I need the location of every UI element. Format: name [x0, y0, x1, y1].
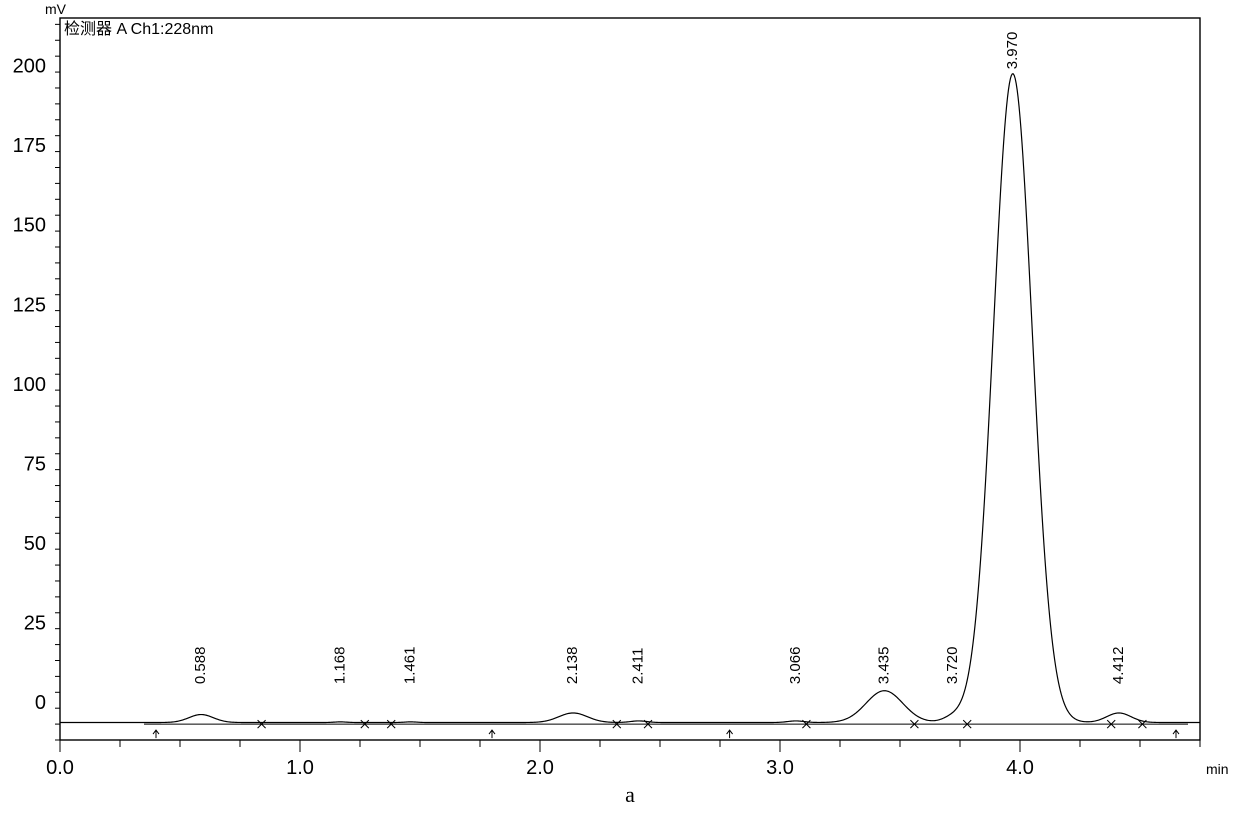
x-tick-label: 0.0 — [46, 757, 74, 779]
integration-start-arrow — [727, 730, 733, 738]
x-tick-label: 4.0 — [1006, 757, 1034, 779]
x-tick-label: 2.0 — [526, 757, 554, 779]
y-tick-label: 125 — [13, 294, 46, 316]
y-tick-label: 0 — [35, 692, 46, 714]
peak-label: 4.412 — [1110, 647, 1127, 685]
peak-label: 3.970 — [1004, 32, 1021, 70]
peak-label: 1.168 — [331, 647, 348, 685]
y-tick-label: 75 — [24, 453, 46, 475]
y-unit-label: mV — [45, 1, 67, 17]
x-tick-label: 3.0 — [766, 757, 794, 779]
y-tick-label: 200 — [13, 56, 46, 78]
y-tick-label: 25 — [24, 612, 46, 634]
x-unit-label: min — [1206, 761, 1229, 777]
peak-label: 3.720 — [944, 647, 961, 685]
chromatogram-svg: 0 25 50 75 100 125 150 175 200 0.0 1.0 2.0 3.0 4.0 mV m… — [0, 0, 1239, 825]
y-tick-label: 100 — [13, 374, 46, 396]
y-tick-label: 175 — [13, 135, 46, 157]
y-tick-label: 50 — [24, 533, 46, 555]
detector-label: 检测器 A Ch1:228nm — [64, 20, 213, 38]
y-tick-label: 150 — [13, 215, 46, 237]
x-tick-label: 1.0 — [286, 757, 314, 779]
chromatogram-container: 0 25 50 75 100 125 150 175 200 0.0 1.0 2.0 3.0 4.0 mV m… — [0, 0, 1239, 825]
peak-label: 3.066 — [787, 647, 804, 685]
subfigure-label: a — [625, 782, 635, 807]
peak-label: 3.435 — [875, 647, 892, 685]
plot-frame — [60, 18, 1200, 740]
peak-label: 2.411 — [630, 648, 647, 684]
chromatogram-trace — [60, 74, 1200, 723]
integration-start-arrow — [153, 730, 159, 738]
integration-start-arrow — [1173, 730, 1179, 738]
peak-label: 1.461 — [402, 647, 419, 685]
integration-start-arrow — [489, 730, 495, 738]
peak-label: 0.588 — [192, 647, 209, 685]
peak-label: 2.138 — [564, 647, 581, 685]
